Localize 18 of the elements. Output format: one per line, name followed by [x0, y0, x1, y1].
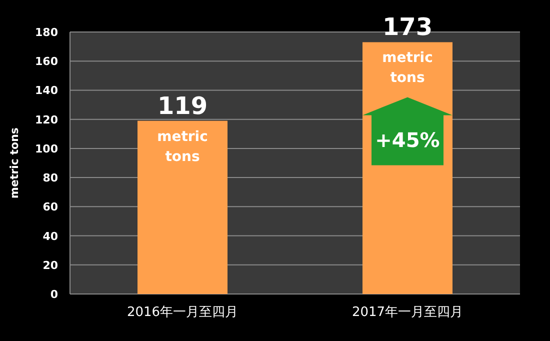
data-label: 119: [157, 92, 208, 120]
y-tick-label: 120: [35, 113, 58, 126]
y-tick-label: 0: [50, 288, 58, 301]
y-axis-title: metric tons: [8, 127, 21, 198]
x-tick-label: 2016年一月至四月: [126, 305, 238, 320]
x-tick-label: 2017年一月至四月: [352, 305, 464, 320]
data-label: 173: [382, 13, 433, 42]
y-tick-label: 140: [35, 84, 58, 98]
annotation: metric tons: [157, 128, 208, 165]
y-tick-label: 100: [35, 142, 58, 156]
annotation: +45%: [375, 128, 440, 152]
y-tick-label: 40: [42, 230, 58, 243]
y-tick-label: 160: [35, 55, 58, 68]
y-tick-label: 80: [42, 172, 58, 185]
y-tick-label: 180: [35, 26, 58, 39]
y-tick-label: 20: [42, 258, 58, 272]
y-tick-label: 60: [42, 200, 58, 214]
annotation: metric tons: [382, 50, 433, 86]
